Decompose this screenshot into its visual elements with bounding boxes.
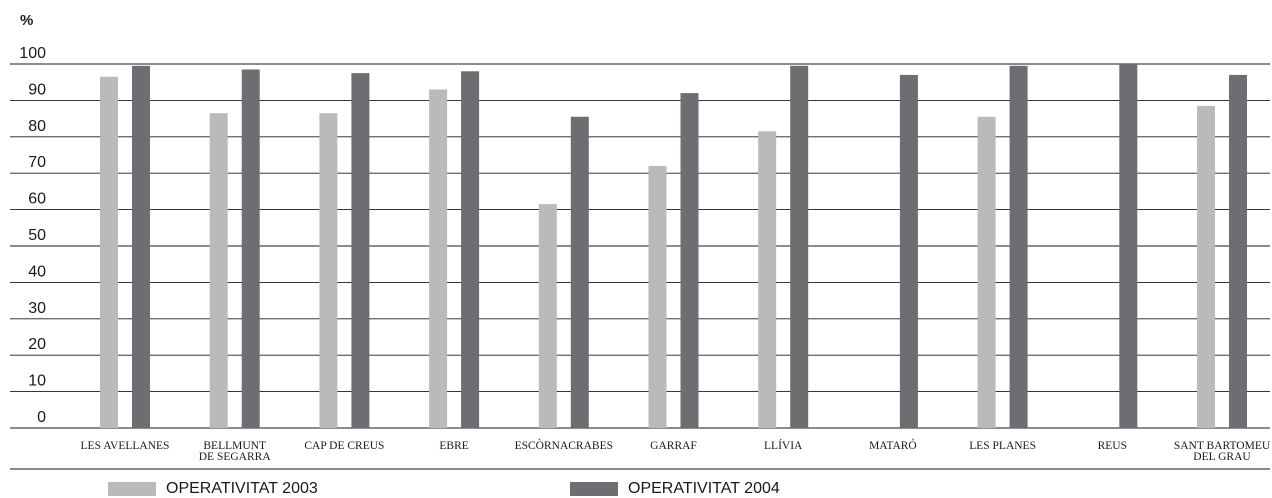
bar-2003: [977, 116, 996, 428]
x-tick-label: LES PLANES: [969, 440, 1036, 452]
x-tick-label: GARRAF: [650, 440, 697, 452]
bar-2004: [1229, 74, 1247, 429]
legend-label-2003: OPERATIVITAT 2003: [166, 480, 318, 497]
x-axis-labels: LES AVELLANES BELLMUNT DE SEGARRA CAP DE CR…: [81, 438, 1271, 463]
bar-2003: [209, 113, 228, 428]
legend-label-2004: OPERATIVITAT 2004: [628, 480, 780, 497]
bar-2004: [570, 116, 589, 428]
bar-2004: [241, 69, 260, 429]
y-tick-label: 20: [28, 336, 46, 353]
x-tick-label: REUS: [1098, 440, 1127, 452]
legend-swatch-2003: [108, 482, 156, 496]
y-tick-label: 90: [28, 81, 46, 98]
gridlines: [10, 63, 1270, 470]
y-tick-label: 80: [28, 118, 46, 135]
bar-2004: [1009, 65, 1028, 428]
bar-2003: [648, 165, 667, 429]
bar-2003: [1197, 105, 1215, 429]
bar-2004: [132, 65, 150, 428]
bar-2003: [319, 113, 338, 428]
x-tick-label: BELLMUNT DE SEGARRA: [199, 440, 272, 463]
x-tick-label: CAP DE CREUS: [304, 440, 384, 452]
legend-swatch-2004: [570, 482, 618, 496]
y-axis-ticks: 0 10 20 30 40 50 60 70 80 90 100: [19, 45, 46, 426]
x-tick-label: EBRE: [439, 440, 468, 452]
bar-2003: [538, 204, 557, 428]
x-tick-label: ESCÒRNACRABES: [515, 438, 613, 452]
bar-2004: [1119, 64, 1138, 428]
x-tick-label: LES AVELLANES: [81, 440, 170, 452]
bar-2004: [461, 71, 480, 428]
y-tick-label: 70: [28, 154, 46, 171]
bar-2004: [899, 74, 918, 429]
bar-2004: [680, 93, 699, 429]
y-tick-label: 50: [28, 227, 46, 244]
chart: % 0 10 20 30 40 50 60 70 80 90 100 LES AVELLANES BE…: [10, 12, 1271, 470]
y-tick-label: 60: [28, 191, 46, 208]
bar-2004: [351, 73, 370, 428]
bar-2003: [100, 76, 118, 429]
x-tick-label: LLÍVIA: [764, 438, 803, 452]
y-tick-label: 10: [28, 373, 46, 390]
y-tick-label: 0: [37, 409, 46, 426]
x-tick-label: SANT BARTOMEU DEL GRAU: [1174, 440, 1271, 463]
y-tick-label: 30: [28, 300, 46, 317]
bar-2004: [790, 65, 809, 428]
bar-2003: [429, 89, 448, 428]
bar-2003: [758, 131, 777, 428]
legend-item-2003: OPERATIVITAT 2003: [108, 480, 318, 498]
x-tick-label: MATARÓ: [869, 438, 917, 452]
legend-item-2004: OPERATIVITAT 2004: [570, 480, 780, 498]
bars: [100, 64, 1247, 429]
y-tick-label: 100: [19, 45, 46, 62]
y-axis-label: %: [20, 12, 33, 29]
y-tick-label: 40: [28, 263, 46, 280]
